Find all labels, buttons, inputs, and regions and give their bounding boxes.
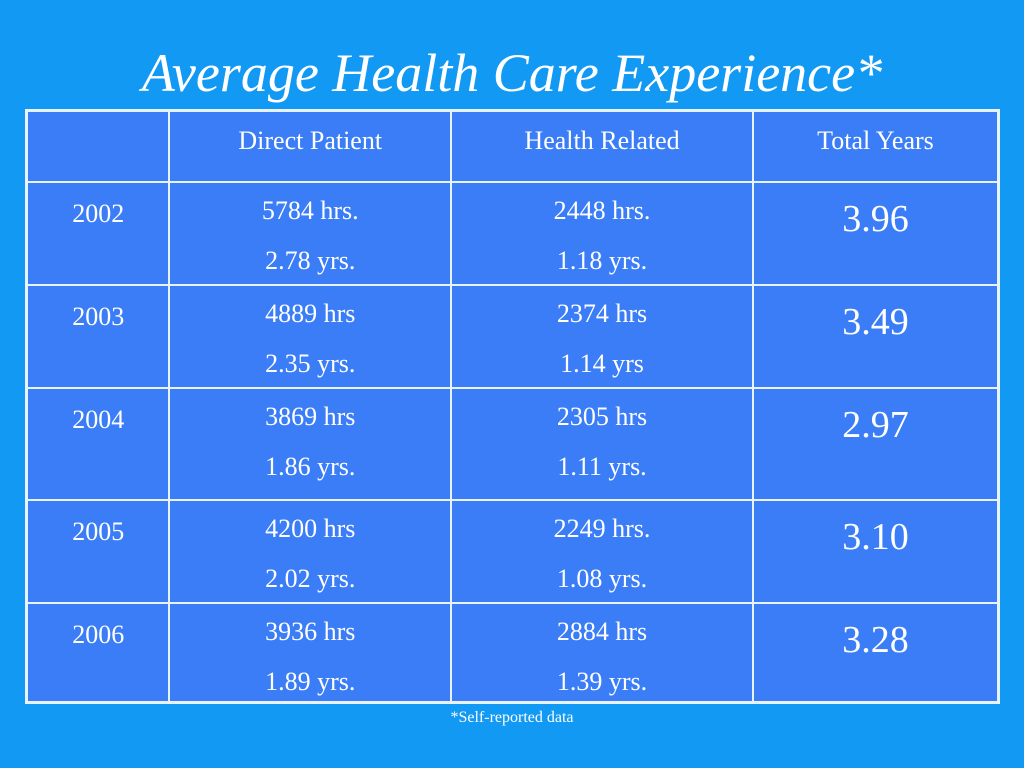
footnote: *Self-reported data	[450, 709, 574, 726]
year-cell: 2002	[25, 180, 171, 286]
total-years-cell: 3.96	[751, 180, 1000, 286]
health-related-cell: 2249 hrs. 1.08 yrs.	[450, 498, 754, 604]
health-years: 1.18 yrs.	[556, 245, 648, 275]
health-related-cell: 2884 hrs 1.39 yrs.	[450, 601, 754, 704]
year-cell: 2004	[25, 386, 171, 501]
direct-hours: 3936 hrs	[265, 616, 356, 646]
header-cell-health-related: Health Related	[450, 109, 754, 183]
total-years-cell: 2.97	[751, 386, 1000, 501]
health-related-cell: 2374 hrs 1.14 yrs	[450, 283, 754, 389]
health-related-cell: 2448 hrs. 1.18 yrs.	[450, 180, 754, 286]
health-years: 1.14 yrs	[560, 348, 644, 378]
direct-years: 2.02 yrs.	[265, 563, 356, 593]
direct-hours: 4200 hrs	[265, 513, 356, 543]
direct-hours: 3869 hrs	[265, 401, 356, 431]
health-years: 1.39 yrs.	[556, 666, 648, 696]
total-years-cell: 3.28	[751, 601, 1000, 704]
experience-table: Direct Patient Health Related Total Year…	[25, 109, 1000, 704]
direct-patient-cell: 3936 hrs 1.89 yrs.	[168, 601, 453, 704]
table-row: 2002 5784 hrs. 2.78 yrs. 2448 hrs. 1.18 …	[25, 180, 1000, 286]
direct-hours: 5784 hrs.	[261, 195, 359, 225]
direct-years: 2.35 yrs.	[265, 348, 356, 378]
health-hours: 2374 hrs	[556, 298, 648, 328]
header-cell-year	[25, 109, 171, 183]
health-hours: 2305 hrs	[556, 401, 648, 431]
year-cell: 2006	[25, 601, 171, 704]
total-years-cell: 3.49	[751, 283, 1000, 389]
direct-patient-cell: 4200 hrs 2.02 yrs.	[168, 498, 453, 604]
year-cell: 2003	[25, 283, 171, 389]
year-cell: 2005	[25, 498, 171, 604]
health-related-cell: 2305 hrs 1.11 yrs.	[450, 386, 754, 501]
table-row: 2005 4200 hrs 2.02 yrs. 2249 hrs. 1.08 y…	[25, 498, 1000, 604]
health-years: 1.11 yrs.	[557, 451, 647, 481]
direct-patient-cell: 3869 hrs 1.86 yrs.	[168, 386, 453, 501]
header-cell-total-years: Total Years	[751, 109, 1000, 183]
table-row: 2006 3936 hrs 1.89 yrs. 2884 hrs 1.39 yr…	[25, 601, 1000, 704]
table-header-row: Direct Patient Health Related Total Year…	[25, 109, 1000, 183]
health-hours: 2249 hrs.	[553, 513, 651, 543]
header-cell-direct-patient: Direct Patient	[168, 109, 453, 183]
health-hours: 2448 hrs.	[553, 195, 651, 225]
direct-years: 1.86 yrs.	[265, 451, 356, 481]
direct-hours: 4889 hrs	[265, 298, 356, 328]
health-hours: 2884 hrs	[556, 616, 648, 646]
total-years-cell: 3.10	[751, 498, 1000, 604]
table-row: 2003 4889 hrs 2.35 yrs. 2374 hrs 1.14 yr…	[25, 283, 1000, 389]
direct-years: 2.78 yrs.	[265, 245, 356, 275]
direct-patient-cell: 5784 hrs. 2.78 yrs.	[168, 180, 453, 286]
table-row: 2004 3869 hrs 1.86 yrs. 2305 hrs 1.11 yr…	[25, 386, 1000, 501]
health-years: 1.08 yrs.	[556, 563, 648, 593]
slide-title: Average Health Care Experience*	[141, 43, 883, 103]
direct-years: 1.89 yrs.	[265, 666, 356, 696]
direct-patient-cell: 4889 hrs 2.35 yrs.	[168, 283, 453, 389]
